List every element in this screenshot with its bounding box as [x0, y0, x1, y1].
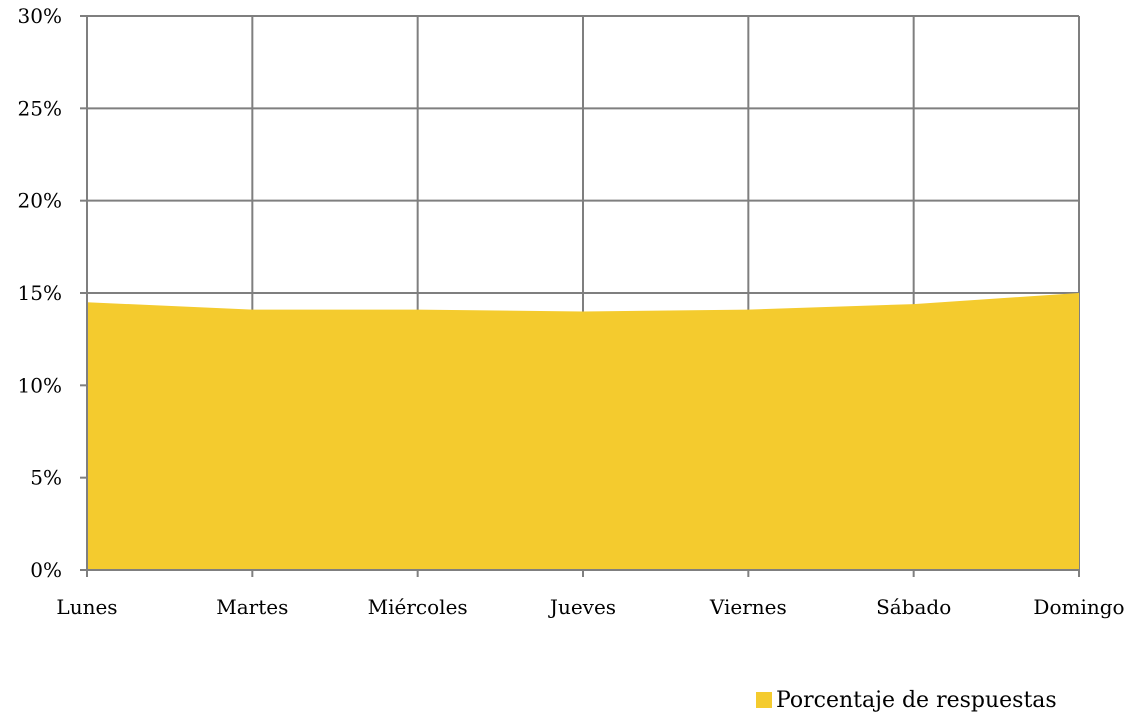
legend-label: Porcentaje de respuestas [776, 688, 1057, 713]
y-tick-label-0: 0% [30, 558, 62, 582]
area-series-0 [87, 293, 1079, 570]
x-tick-label-4: Viernes [709, 595, 787, 619]
x-tick-label-3: Jueves [548, 595, 616, 619]
y-tick-label-2: 10% [18, 373, 62, 397]
x-tick-label-1: Martes [216, 595, 288, 619]
y-tick-label-4: 20% [18, 189, 62, 213]
x-tick-label-6: Domingo [1033, 595, 1124, 619]
legend-swatch [756, 692, 772, 708]
legend: Porcentaje de respuestas [756, 688, 1057, 713]
x-tick-label-5: Sábado [876, 595, 951, 619]
y-tick-label-5: 25% [18, 96, 62, 120]
y-tick-label-3: 15% [18, 281, 62, 305]
x-tick-label-0: Lunes [56, 595, 117, 619]
x-tick-label-2: Miércoles [368, 595, 468, 619]
y-tick-label-1: 5% [30, 466, 62, 490]
area-layer [87, 293, 1079, 570]
y-tick-label-6: 30% [18, 4, 62, 28]
